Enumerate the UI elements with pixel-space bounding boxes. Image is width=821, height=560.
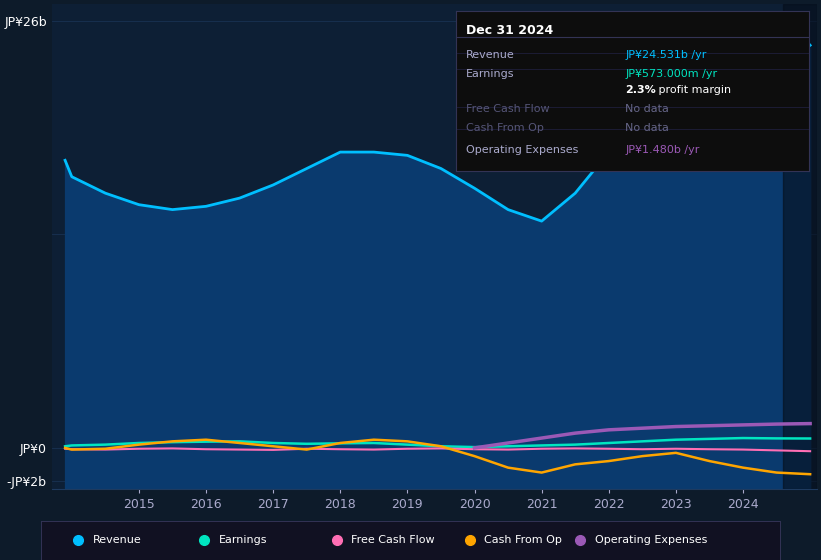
Text: Dec 31 2024: Dec 31 2024: [466, 24, 553, 37]
Text: No data: No data: [625, 123, 669, 133]
Text: 2.3%: 2.3%: [625, 85, 656, 95]
Text: Cash From Op: Cash From Op: [484, 535, 562, 545]
Text: profit margin: profit margin: [655, 85, 732, 95]
Text: JP¥573.000m /yr: JP¥573.000m /yr: [625, 69, 718, 78]
Text: JP¥24.531b /yr: JP¥24.531b /yr: [625, 49, 707, 59]
Text: Revenue: Revenue: [93, 535, 141, 545]
Text: JP¥1.480b /yr: JP¥1.480b /yr: [625, 145, 699, 155]
Bar: [783, 4, 817, 489]
Text: No data: No data: [625, 104, 669, 114]
Text: Revenue: Revenue: [466, 49, 515, 59]
Text: Earnings: Earnings: [218, 535, 267, 545]
Text: Operating Expenses: Operating Expenses: [595, 535, 708, 545]
Text: Free Cash Flow: Free Cash Flow: [466, 104, 550, 114]
Text: Cash From Op: Cash From Op: [466, 123, 544, 133]
Text: Operating Expenses: Operating Expenses: [466, 145, 579, 155]
Text: Free Cash Flow: Free Cash Flow: [351, 535, 435, 545]
Text: Earnings: Earnings: [466, 69, 515, 78]
